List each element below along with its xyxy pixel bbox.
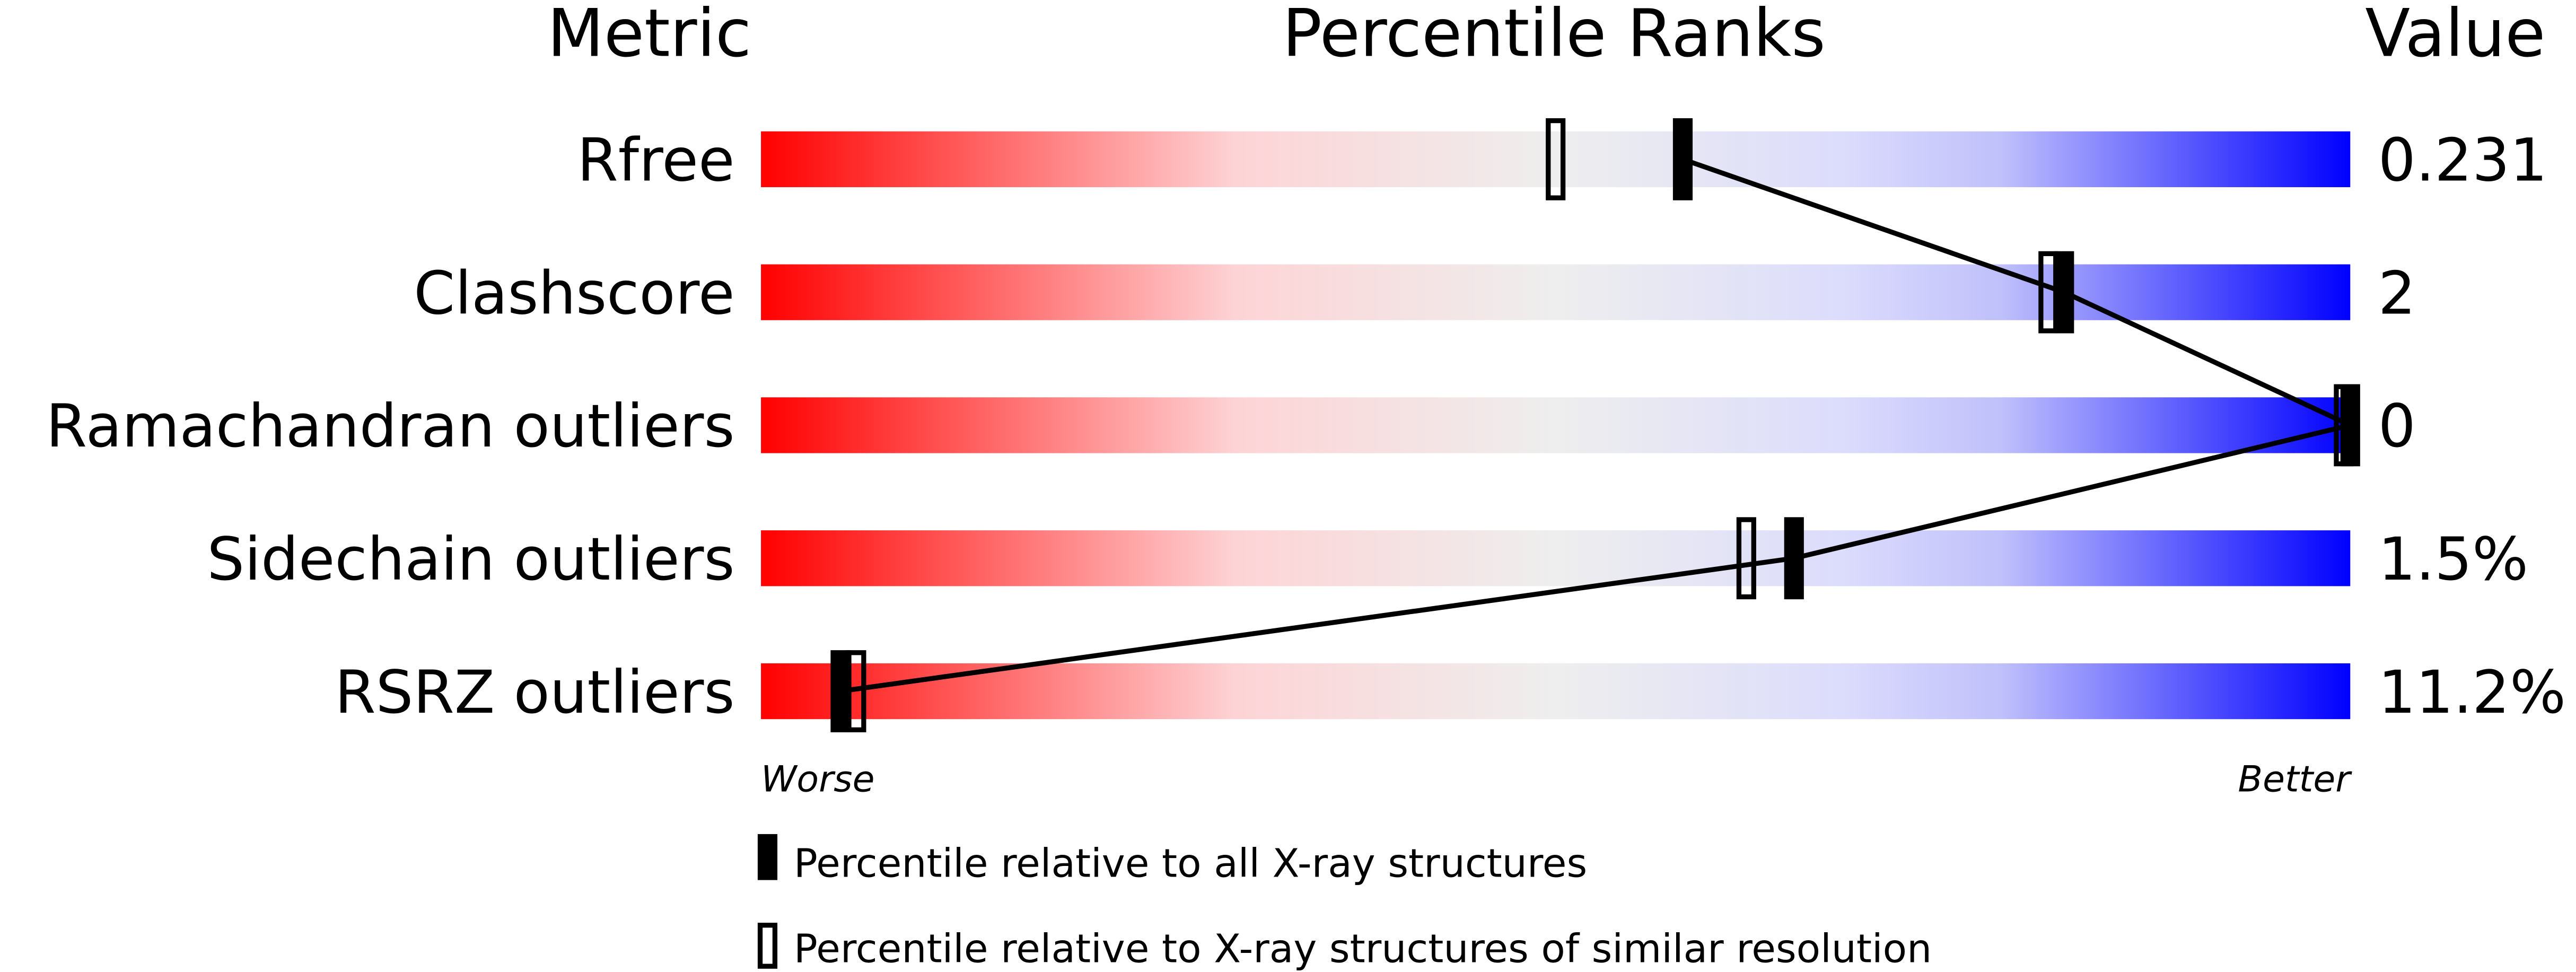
- legend-filled-marker-icon: [757, 834, 778, 880]
- header-metric: Metric: [547, 0, 751, 72]
- percentile-bar: [761, 264, 2351, 320]
- percentile-bar: [761, 663, 2351, 720]
- marker-similar-resolution: [1736, 517, 1756, 600]
- legend-similar: Percentile relative to X-ray structures …: [794, 925, 1932, 971]
- metric-value: 1.5%: [2378, 526, 2528, 594]
- marker-all-xray: [1784, 517, 1804, 600]
- metric-label: Clashscore: [414, 259, 734, 328]
- metric-value: 0: [2378, 392, 2416, 461]
- marker-all-xray: [1672, 118, 1693, 200]
- metric-label: RSRZ outliers: [335, 659, 734, 727]
- header-value: Value: [2365, 0, 2545, 72]
- metric-value: 11.2%: [2378, 659, 2566, 727]
- axis-worse-label: Worse: [761, 758, 874, 800]
- metric-label: Sidechain outliers: [207, 526, 734, 594]
- header-percentile-ranks: Percentile Ranks: [1282, 0, 1825, 72]
- metric-value: 0.231: [2378, 127, 2547, 195]
- marker-similar-resolution: [846, 650, 866, 732]
- marker-similar-resolution: [1546, 118, 1566, 200]
- percentile-bar: [761, 131, 2351, 187]
- metric-value: 2: [2378, 259, 2416, 328]
- legend-all: Percentile relative to all X-ray structu…: [794, 840, 1587, 886]
- marker-similar-resolution: [2038, 251, 2058, 334]
- percentile-bar: [761, 397, 2351, 453]
- marker-similar-resolution: [2334, 384, 2354, 467]
- axis-better-label: Better: [2238, 758, 2352, 800]
- metric-label: Ramachandran outliers: [46, 392, 735, 461]
- legend-open-marker-icon: [757, 923, 778, 969]
- percentile-bar: [761, 530, 2351, 586]
- metric-label: Rfree: [577, 127, 734, 195]
